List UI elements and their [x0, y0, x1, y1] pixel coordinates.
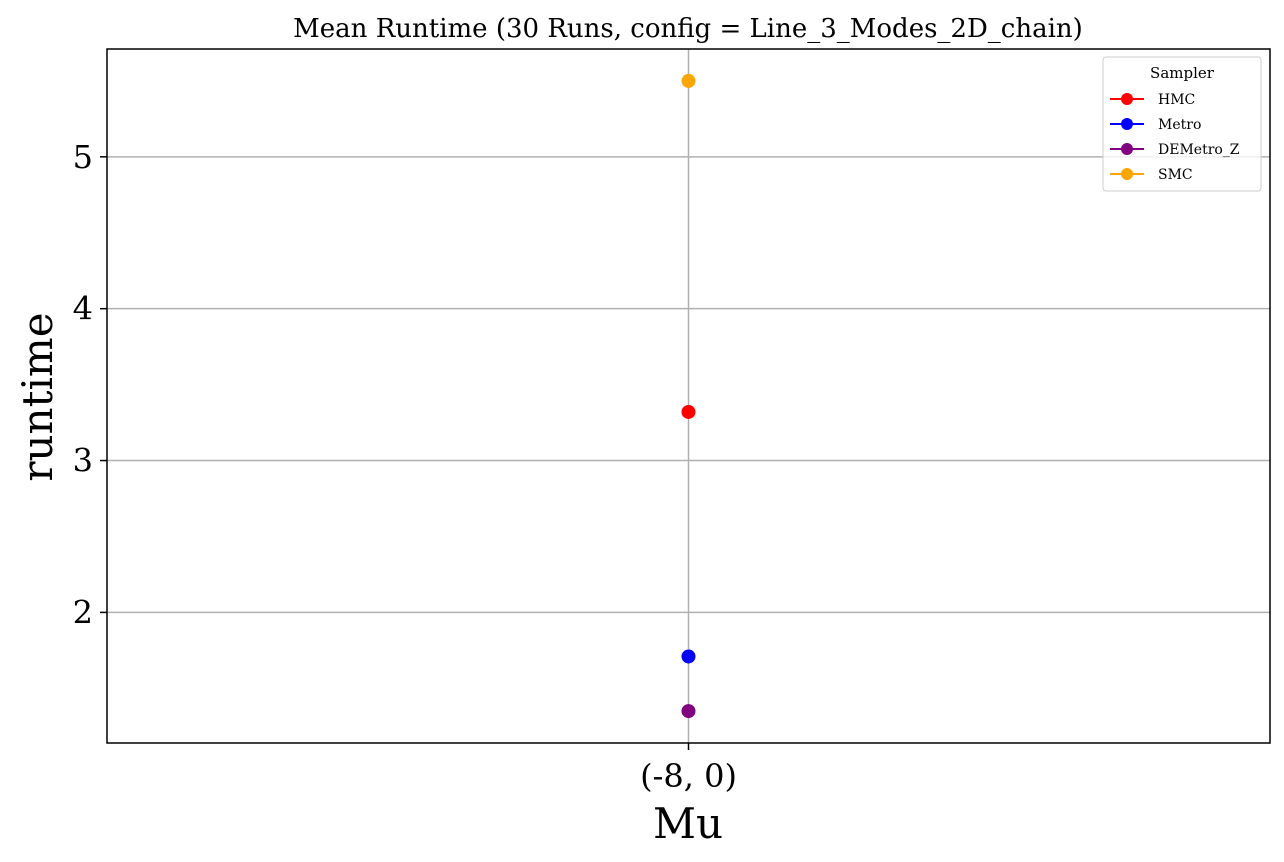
data-points: [681, 73, 696, 719]
data-point-hmc: [681, 404, 696, 419]
y-tick-label: 3: [73, 442, 93, 480]
legend-label: Metro: [1158, 117, 1201, 133]
legend-title: Sampler: [1150, 64, 1215, 82]
legend-box: [1102, 56, 1262, 192]
legend-entries: HMC Metro DEMetro_Z SMC: [1110, 92, 1240, 183]
legend-label: DEMetro_Z: [1158, 142, 1240, 158]
data-point-metro: [681, 649, 696, 664]
legend-entry-metro: Metro: [1110, 117, 1201, 133]
legend-label: HMC: [1158, 92, 1195, 108]
plot-frame: [106, 48, 1271, 744]
y-tick-label: 4: [73, 290, 93, 328]
legend-entry-smc: SMC: [1110, 167, 1193, 183]
legend-marker: [1121, 93, 1133, 105]
axis-ticks: 2 3 4 5 (-8, 0): [73, 138, 737, 795]
chart-title: Mean Runtime (30 Runs, config = Line_3_M…: [293, 14, 1083, 44]
legend-marker: [1121, 143, 1133, 155]
x-tick-label: (-8, 0): [640, 757, 737, 795]
legend-entry-demetro-z: DEMetro_Z: [1110, 142, 1240, 158]
legend-label: SMC: [1158, 167, 1193, 183]
data-point-smc: [681, 73, 696, 88]
legend-entry-hmc: HMC: [1110, 92, 1195, 108]
x-axis-label: Mu: [653, 799, 723, 848]
legend-marker: [1121, 118, 1133, 130]
legend-marker: [1121, 168, 1133, 180]
y-tick-label: 5: [73, 138, 93, 176]
legend: Sampler HMC Metro DEMetro_Z SMC: [1102, 56, 1262, 192]
data-point-demetro-z: [681, 704, 696, 719]
grid-lines: [107, 49, 1270, 743]
y-axis-label: runtime: [13, 312, 62, 481]
y-tick-label: 2: [73, 593, 93, 631]
